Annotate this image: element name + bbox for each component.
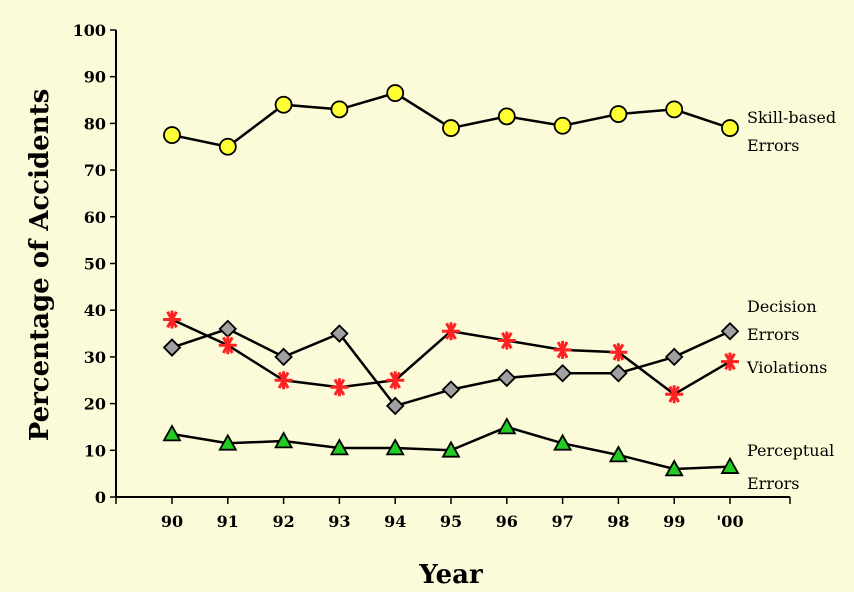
diamond-marker — [720, 321, 740, 341]
triangle-marker — [329, 438, 349, 456]
triangle-marker — [497, 417, 517, 435]
series-decision-errors — [162, 319, 740, 416]
circle-marker — [442, 119, 460, 137]
asterisk-marker — [386, 371, 405, 390]
triangle-marker — [720, 456, 740, 474]
series-label-skill-based-errors: Skill-based — [747, 108, 836, 127]
diamond-marker — [385, 396, 405, 416]
x-tick-label: '00 — [716, 512, 743, 531]
circle-marker — [497, 107, 516, 126]
y-tick-label: 50 — [84, 255, 106, 274]
triangle-marker — [441, 440, 461, 458]
diamond-marker — [609, 363, 628, 383]
triangle-marker — [218, 433, 238, 451]
circle-marker — [553, 116, 572, 135]
asterisk-marker — [497, 331, 516, 350]
circle-marker — [163, 126, 181, 144]
x-tick-label: 99 — [663, 512, 685, 531]
asterisk-marker — [553, 340, 572, 359]
asterisk-marker — [218, 336, 237, 355]
y-tick-label: 10 — [84, 441, 106, 460]
asterisk-marker — [609, 343, 628, 362]
diamond-marker — [553, 363, 572, 383]
series-label-decision-errors: Errors — [747, 325, 799, 344]
series-label-decision-errors: Decision — [747, 297, 817, 316]
triangle-marker — [162, 424, 182, 442]
asterisk-marker — [665, 385, 684, 404]
x-tick-label: 97 — [551, 512, 573, 531]
series-label-violations: Violations — [746, 358, 827, 377]
diamond-marker — [162, 338, 182, 357]
series-layer — [162, 84, 740, 477]
series-perceptual-errors — [162, 417, 740, 477]
diamond-marker — [664, 347, 684, 367]
asterisk-marker — [330, 378, 349, 397]
x-tick-label: 98 — [607, 512, 629, 531]
x-tick-label: 92 — [272, 512, 294, 531]
y-tick-label: 0 — [95, 488, 106, 507]
y-tick-label: 30 — [84, 348, 106, 367]
series-violations — [163, 310, 739, 404]
triangle-marker — [553, 433, 573, 451]
y-tick-label: 20 — [84, 395, 106, 414]
y-tick-label: 40 — [84, 301, 106, 320]
circle-marker — [609, 105, 628, 123]
y-tick-label: 70 — [84, 161, 106, 180]
triangle-marker — [664, 459, 684, 477]
triangle-marker — [274, 431, 294, 449]
triangle-marker — [385, 438, 405, 456]
x-tick-label: 93 — [328, 512, 350, 531]
circle-marker — [330, 100, 349, 119]
circle-marker — [386, 84, 405, 102]
series-label-perceptual-errors: Errors — [747, 474, 799, 493]
y-tick-label: 100 — [73, 21, 106, 40]
diamond-marker — [497, 368, 517, 388]
x-tick-label: 96 — [496, 512, 518, 531]
triangle-marker — [608, 445, 628, 463]
asterisk-marker — [274, 371, 293, 390]
circle-marker — [274, 95, 293, 114]
diamond-marker — [274, 347, 293, 367]
x-tick-label: 95 — [440, 512, 462, 531]
series-skill-based-errors — [163, 84, 739, 156]
diamond-marker — [441, 380, 461, 399]
asterisk-marker — [442, 322, 460, 341]
series-label-skill-based-errors: Errors — [747, 136, 799, 155]
series-label-perceptual-errors: Perceptual — [747, 441, 834, 460]
diamond-marker — [218, 319, 238, 339]
diamond-marker — [330, 324, 349, 343]
y-axis-title: Percentage of Accidents — [25, 89, 55, 442]
x-tick-label: 94 — [384, 512, 406, 531]
y-tick-label: 60 — [84, 208, 106, 227]
y-tick-label: 80 — [84, 114, 106, 133]
axes: 0 10 20 30 40 50 60 70 80 90 100 90 91 92 93 94 95 96 97 98… — [73, 21, 791, 531]
x-axis-title: Year — [418, 560, 483, 587]
circle-marker — [721, 119, 739, 137]
asterisk-marker — [721, 352, 739, 371]
x-tick-label: 91 — [217, 512, 239, 531]
labels-layer: Skill-based Errors Decision Errors Violation… — [746, 108, 836, 493]
x-tick-label: 90 — [161, 512, 183, 531]
circle-marker — [665, 100, 684, 119]
y-tick-label: 90 — [84, 68, 106, 87]
circle-marker — [218, 137, 237, 156]
asterisk-marker — [163, 310, 181, 329]
